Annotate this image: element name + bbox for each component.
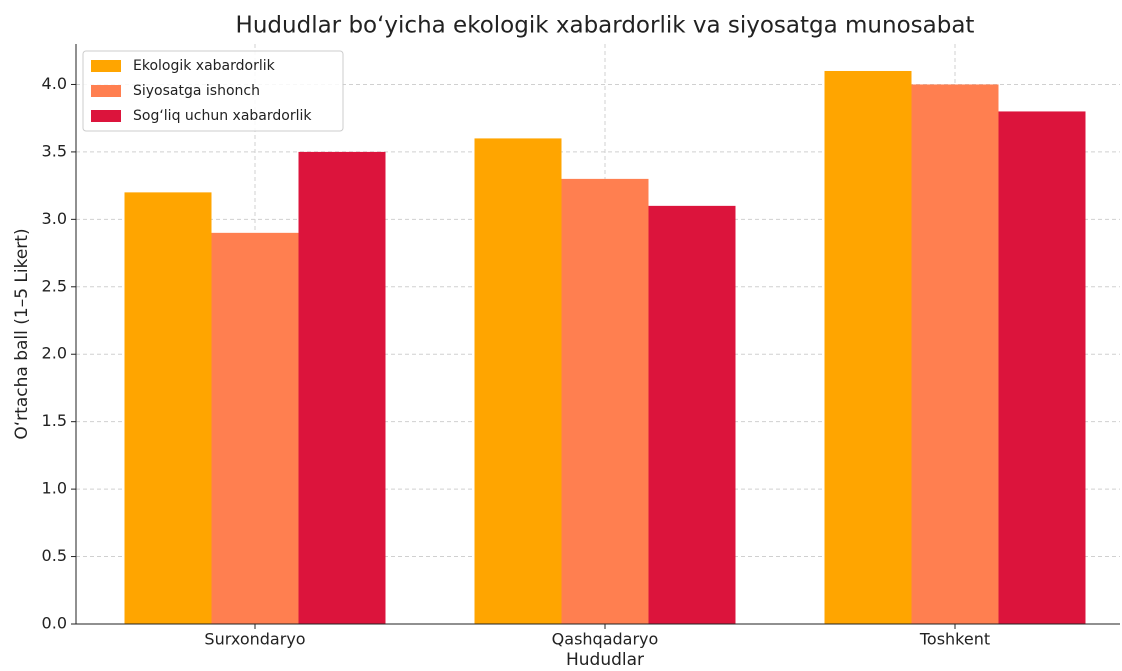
y-tick-label: 1.0 bbox=[42, 479, 67, 498]
bar bbox=[998, 111, 1086, 624]
legend-label: Siyosatga ishonch bbox=[133, 83, 260, 99]
bar bbox=[561, 178, 649, 624]
y-axis-label: O‘rtacha ball (1–5 Likert) bbox=[12, 228, 32, 439]
y-tick-label: 0.0 bbox=[42, 614, 67, 633]
legend-swatch bbox=[91, 60, 121, 72]
bar bbox=[824, 70, 912, 624]
bar bbox=[911, 84, 999, 625]
bar bbox=[648, 205, 736, 624]
legend-swatch bbox=[91, 85, 121, 97]
x-tick-label: Surxondaryo bbox=[204, 630, 305, 649]
bar bbox=[124, 192, 212, 625]
legend-label: Ekologik xabardorlik bbox=[133, 58, 276, 74]
y-tick-label: 3.5 bbox=[42, 141, 67, 160]
y-tick-label: 0.5 bbox=[42, 546, 67, 565]
y-tick-label: 4.0 bbox=[42, 74, 67, 93]
y-tick-label: 3.0 bbox=[42, 209, 67, 228]
y-tick-label: 2.0 bbox=[42, 344, 67, 363]
legend-box bbox=[82, 50, 344, 132]
bar bbox=[474, 138, 562, 624]
legend-label: Sog‘liq uchun xabardorlik bbox=[133, 108, 312, 124]
x-tick-label: Qashqadaryo bbox=[552, 630, 659, 649]
y-tick-label: 2.5 bbox=[42, 276, 67, 295]
bar bbox=[211, 232, 299, 624]
bar bbox=[298, 151, 386, 624]
chart-title: Hududlar bo‘yicha ekologik xabardorlik v… bbox=[236, 13, 975, 39]
legend-swatch bbox=[91, 110, 121, 122]
x-tick-label: Toshkent bbox=[919, 630, 990, 649]
x-axis-label: Hududlar bbox=[566, 650, 644, 670]
y-tick-label: 1.5 bbox=[42, 411, 67, 430]
